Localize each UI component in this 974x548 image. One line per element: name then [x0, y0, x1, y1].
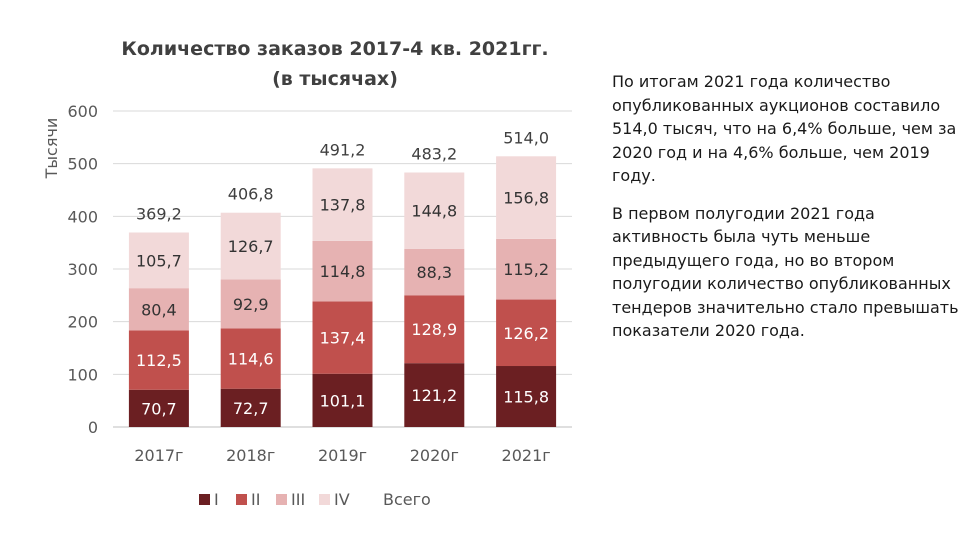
- data-label: 101,1: [320, 391, 366, 410]
- data-label: 70,7: [141, 399, 177, 418]
- bar-segment-iv-2: [220, 212, 281, 280]
- bar-segment-ii-2: [220, 328, 281, 389]
- data-label: 114,8: [320, 262, 366, 281]
- x-tick-label: 2020г: [410, 446, 459, 465]
- data-label: 137,4: [320, 329, 366, 348]
- bar-segment-ii-1: [128, 330, 189, 390]
- legend-label: II: [251, 490, 260, 509]
- y-axis-label: Тысячи: [42, 118, 61, 180]
- bar-segment-i-5: [496, 366, 557, 427]
- bar-segment-i-3: [312, 373, 373, 427]
- data-label: 126,2: [503, 324, 549, 343]
- legend-swatch-iii: [276, 494, 287, 505]
- summary-text-panel: По итогам 2021 года количество опубликов…: [612, 70, 967, 357]
- chart-title: Количество заказов 2017-4 кв. 2021гг. (в…: [60, 34, 610, 94]
- summary-paragraph-2: В первом полугодии 2021 года активность …: [612, 203, 959, 341]
- bar-segment-iv-5: [496, 156, 557, 239]
- bar-segment-i-1: [128, 389, 189, 427]
- x-tick-label: 2017г: [134, 446, 183, 465]
- bar-segment-i-2: [220, 388, 281, 427]
- data-label: 114,6: [228, 350, 274, 369]
- x-tick-label: 2019г: [318, 446, 367, 465]
- chart-title-line2: (в тысячах): [272, 68, 398, 90]
- data-label: 105,7: [136, 251, 182, 270]
- legend-label: I: [214, 490, 219, 509]
- data-label: 112,5: [136, 351, 182, 370]
- legend-swatch-i: [199, 494, 210, 505]
- data-label: 92,9: [233, 295, 269, 314]
- bar-segment-iii-5: [496, 238, 557, 300]
- chart-title-line1: Количество заказов 2017-4 кв. 2021гг.: [121, 38, 549, 60]
- total-label: 514,0: [503, 128, 549, 147]
- bar-segment-iii-3: [312, 240, 373, 302]
- data-label: 88,3: [416, 263, 452, 282]
- x-tick-label: 2018г: [226, 446, 275, 465]
- total-label: 406,8: [228, 185, 274, 204]
- data-label: 126,7: [228, 237, 274, 256]
- y-tick-label: 600: [67, 102, 98, 121]
- total-label: 483,2: [411, 145, 457, 164]
- legend-label: Всего: [383, 490, 431, 509]
- summary-paragraph-1: По итогам 2021 года количество опубликов…: [612, 72, 957, 185]
- bar-segment-iii-4: [404, 248, 465, 296]
- data-label: 128,9: [411, 320, 457, 339]
- bar-segment-iii-1: [128, 288, 189, 331]
- legend-label: III: [291, 490, 305, 509]
- y-tick-label: 200: [67, 313, 98, 332]
- data-label: 156,8: [503, 189, 549, 208]
- y-tick-label: 400: [67, 207, 98, 226]
- bar-segment-iii-2: [220, 279, 281, 329]
- bar-segment-ii-5: [496, 299, 557, 367]
- data-label: 115,8: [503, 388, 549, 407]
- data-label: 121,2: [411, 386, 457, 405]
- legend-swatch-ii: [236, 494, 247, 505]
- data-label: 72,7: [233, 399, 269, 418]
- total-label: 369,2: [136, 205, 182, 224]
- y-tick-label: 300: [67, 260, 98, 279]
- bar-segment-iv-4: [404, 172, 465, 249]
- x-tick-label: 2021г: [502, 446, 551, 465]
- bar-segment-i-4: [404, 363, 465, 427]
- y-tick-label: 500: [67, 155, 98, 174]
- y-tick-label: 100: [67, 365, 98, 384]
- y-tick-label: 0: [88, 418, 98, 437]
- data-label: 115,2: [503, 260, 549, 279]
- bar-segment-iv-3: [312, 168, 373, 241]
- legend-swatch-iv: [319, 494, 330, 505]
- stacked-bar-chart: 0 100 200 300 400 500 600 Тысячи 70,7 112,5 80,4 10…: [42, 102, 572, 509]
- bar-segment-ii-4: [404, 295, 465, 364]
- bar-segment-iv-1: [128, 232, 189, 289]
- bar-segment-ii-3: [312, 301, 373, 374]
- data-label: 80,4: [141, 300, 177, 319]
- total-label: 491,2: [320, 140, 366, 159]
- legend-label: IV: [334, 490, 350, 509]
- data-label: 137,8: [320, 196, 366, 215]
- data-label: 144,8: [411, 202, 457, 221]
